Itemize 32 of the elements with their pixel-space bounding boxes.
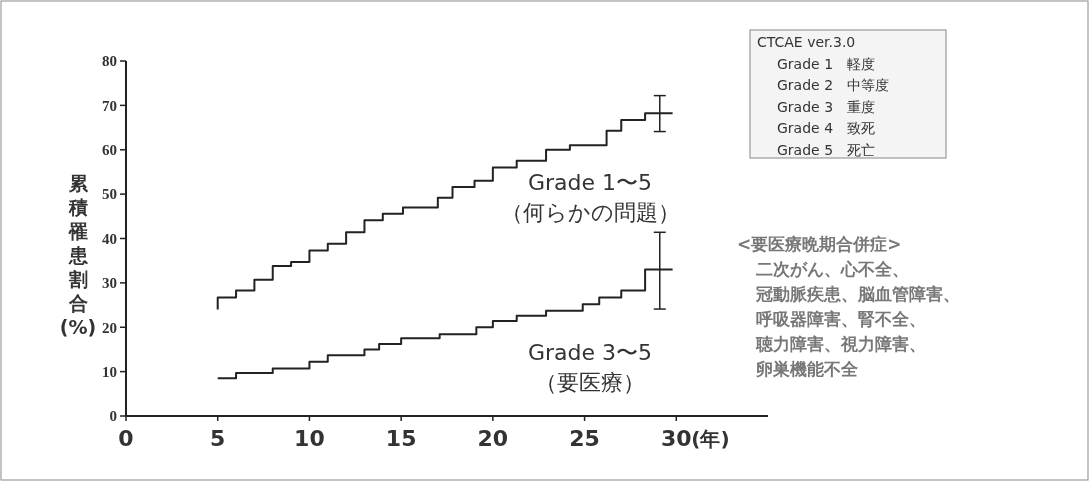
x-tick-label: 30 [660,426,692,451]
text: Grade 1 軽度 [777,55,876,72]
y-tick-label: 0 [109,408,117,425]
series-label: Grade 3〜5 （要医療） [527,340,653,395]
x-axis-title: (年) [691,427,730,451]
annotation: 冠動脈疾患、脳血管障害、 [755,284,960,304]
text: Grade 5 死亡 [777,141,876,158]
y-tick-label: 50 [102,186,117,203]
x-tick-label: 5 [210,426,226,451]
y-tick-label: 60 [102,142,117,158]
y-tick-label: 70 [102,97,117,114]
y-tick-label: 80 [102,53,117,70]
y-tick-label: 30 [102,275,117,292]
y-tick-label: 40 [102,230,117,247]
annotation: 聴力障害、視力障害、 [755,334,926,354]
x-tick-label: 20 [477,426,509,451]
y-axis-title: 累積罹患割合(%) [59,172,97,338]
y-tick-label: 10 [102,363,117,380]
text: Grade 4 致死 [777,120,876,136]
annotation: 二次がん、心不全、 [756,259,909,279]
x-tick-label: 10 [294,426,325,451]
annotation: 呼吸器障害、腎不全、 [756,309,926,329]
text: Grade 2 中等度 [777,77,890,93]
annotation: <要医療晩期合併症> [737,234,902,254]
series-label: Grade 1〜5 （何らかの問題） [500,170,680,225]
text: CTCAE ver.3.0 [757,34,856,50]
text: Grade 3 重度 [777,98,876,115]
x-tick-label: 15 [385,426,417,451]
x-tick-label: 25 [569,426,600,451]
x-tick-label: 0 [118,426,134,451]
y-tick-label: 20 [102,319,117,336]
annotation: 卵巣機能不全 [755,359,859,379]
